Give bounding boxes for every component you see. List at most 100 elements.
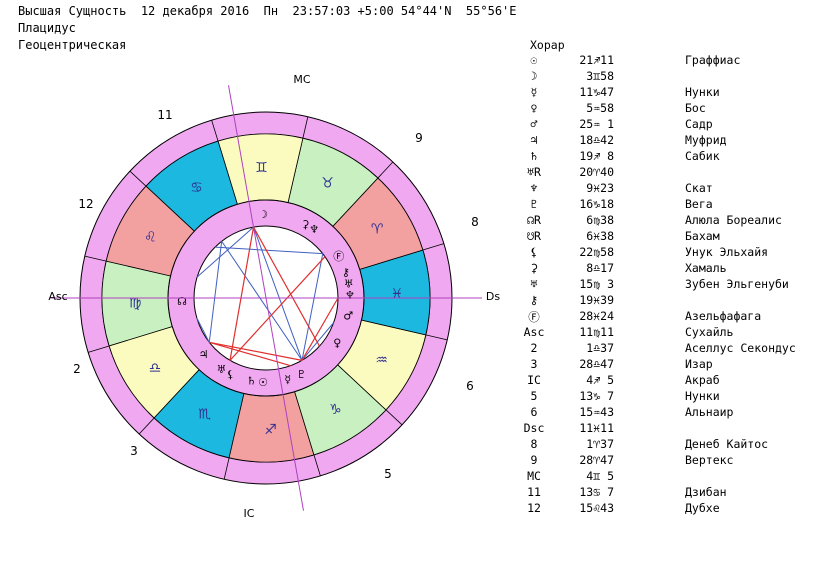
house-cusp-tick <box>211 120 219 142</box>
sign-glyph: ♈ <box>371 222 384 238</box>
sign-glyph: ♑ <box>329 402 342 418</box>
row-pos: 15♒43 <box>579 405 614 419</box>
row-star: Денеб Кайтос <box>685 437 769 451</box>
house-cusp-tick <box>422 243 444 251</box>
table-row: ⚳ 8♎17 Хамаль <box>512 261 832 277</box>
row-pos: 9♓23 <box>586 181 614 195</box>
table-row: 8 1♈37 Денеб Кайтос <box>512 437 832 453</box>
angle-axis-line <box>227 85 305 511</box>
row-name: ☿ <box>530 85 538 99</box>
sign-glyph: ♋ <box>190 180 203 196</box>
table-row: ♃ 18♎42 Муфрид <box>512 133 832 149</box>
row-name: Ⓕ <box>528 310 540 324</box>
house-cusp-tick <box>88 345 110 353</box>
planet-glyph: ☽ <box>258 208 268 221</box>
sign-glyph: ♎ <box>149 360 162 376</box>
row-name: ♅ <box>530 277 538 291</box>
row-name: MC <box>527 469 541 483</box>
sign-glyph: ♐ <box>264 422 277 438</box>
row-star: Садр <box>685 117 713 131</box>
row-pos: 20♈40 <box>579 165 614 179</box>
table-row: 5 13♑ 7 Нунки <box>512 389 832 405</box>
table-row: ♀ 5♒58 Бос <box>512 101 832 117</box>
row-star: Бос <box>685 101 706 115</box>
row-name: ♅R <box>527 165 541 179</box>
row-name: ⚷ <box>529 293 539 307</box>
row-star: Унук Эльхайя <box>685 245 769 259</box>
row-star: Хамаль <box>685 261 727 275</box>
row-name: ♆ <box>530 181 538 195</box>
table-row: 9 28♈47 Вертекс <box>512 453 832 469</box>
house-number: 8 <box>471 215 479 229</box>
row-pos: 6♍38 <box>586 213 614 227</box>
row-pos: 3♊58 <box>586 69 614 83</box>
row-star: Бахам <box>685 229 720 243</box>
house-cusp-tick <box>129 170 147 187</box>
row-name: ♃ <box>530 133 538 147</box>
table-row: ♆ 9♓23 Скат <box>512 181 832 197</box>
row-pos: 21♐11 <box>579 53 614 67</box>
planet-glyph: ♆ <box>309 223 319 236</box>
aspect-line-red <box>229 256 326 361</box>
row-name: ♄ <box>530 149 538 163</box>
row-pos: 13♑ 7 <box>579 389 614 403</box>
row-star: Нунки <box>685 389 720 403</box>
row-name: 6 <box>530 405 538 419</box>
row-pos: 28♓24 <box>579 309 614 323</box>
planet-glyph: Ⓕ <box>333 250 344 263</box>
row-pos: 18♎42 <box>579 133 614 147</box>
row-star: Алюла Бореалис <box>685 213 782 227</box>
house-number: 3 <box>130 444 138 458</box>
sign-glyph: ♍ <box>129 296 142 312</box>
planet-glyph: ♆ <box>345 289 355 302</box>
planet-glyph: ♅ <box>217 363 227 376</box>
row-star: Аселлус Секондус <box>685 341 796 355</box>
house-cusp-tick <box>302 116 309 139</box>
aspect-line-blue <box>253 226 303 361</box>
planet-glyph: ♅ <box>344 277 354 290</box>
house-number: 2 <box>73 362 81 376</box>
planet-glyph: ☊ <box>177 295 187 308</box>
house-number: 5 <box>384 467 392 481</box>
sign-glyph: ♏ <box>198 407 211 423</box>
aspect-line-blue <box>301 322 335 361</box>
planet-glyph: ☿ <box>284 373 291 386</box>
aspect-line-red <box>252 226 321 347</box>
row-name: ☋R <box>527 229 541 243</box>
row-pos: 22♍58 <box>579 245 614 259</box>
row-name: 2 <box>530 341 538 355</box>
planet-glyph: ♄ <box>246 375 256 388</box>
planet-glyph: ☉ <box>258 376 268 389</box>
row-name: ⚸ <box>529 245 539 259</box>
row-star: Сухайль <box>685 325 734 339</box>
row-name: 8 <box>530 437 538 451</box>
house-cusp-tick <box>84 255 107 262</box>
row-pos: 19♓39 <box>579 293 614 307</box>
row-star: Сабик <box>685 149 720 163</box>
axis-label-dsc: Dsc <box>486 290 500 303</box>
row-pos: 13♋ 7 <box>579 485 614 499</box>
house-cusp-tick <box>425 334 448 341</box>
table-row: ♄ 19♐ 8 Сабик <box>512 149 832 165</box>
table-row: Asc 11♍11 Сухайль <box>512 325 832 341</box>
house-system-label: Плацидус <box>18 21 76 35</box>
row-star: Дубхе <box>685 501 720 515</box>
row-star: Муфрид <box>685 133 727 147</box>
sign-glyph: ♊ <box>255 160 268 176</box>
row-pos: 15♌43 <box>579 501 614 515</box>
table-row: Ⓕ 28♓24 Азельфафага <box>512 309 832 325</box>
aspect-line-blue <box>215 246 323 255</box>
chart-header-line: Высшая Сущность 12 декабря 2016 Пн 23:57… <box>18 4 517 18</box>
row-name: 12 <box>527 501 541 515</box>
row-star: Вега <box>685 197 713 211</box>
row-name: Dsc <box>523 421 545 435</box>
axis-label-ic: IC <box>244 507 255 520</box>
axis-label-mc: MC <box>293 73 310 86</box>
axis-label-asc: Asc <box>48 290 67 303</box>
table-row: 12 15♌43 Дубхе <box>512 501 832 517</box>
row-pos: 6♓38 <box>586 229 614 243</box>
row-star: Граффиас <box>685 53 741 67</box>
row-pos: 11♑47 <box>579 85 614 99</box>
house-number: 12 <box>78 197 93 211</box>
row-pos: 19♐ 8 <box>579 149 614 163</box>
